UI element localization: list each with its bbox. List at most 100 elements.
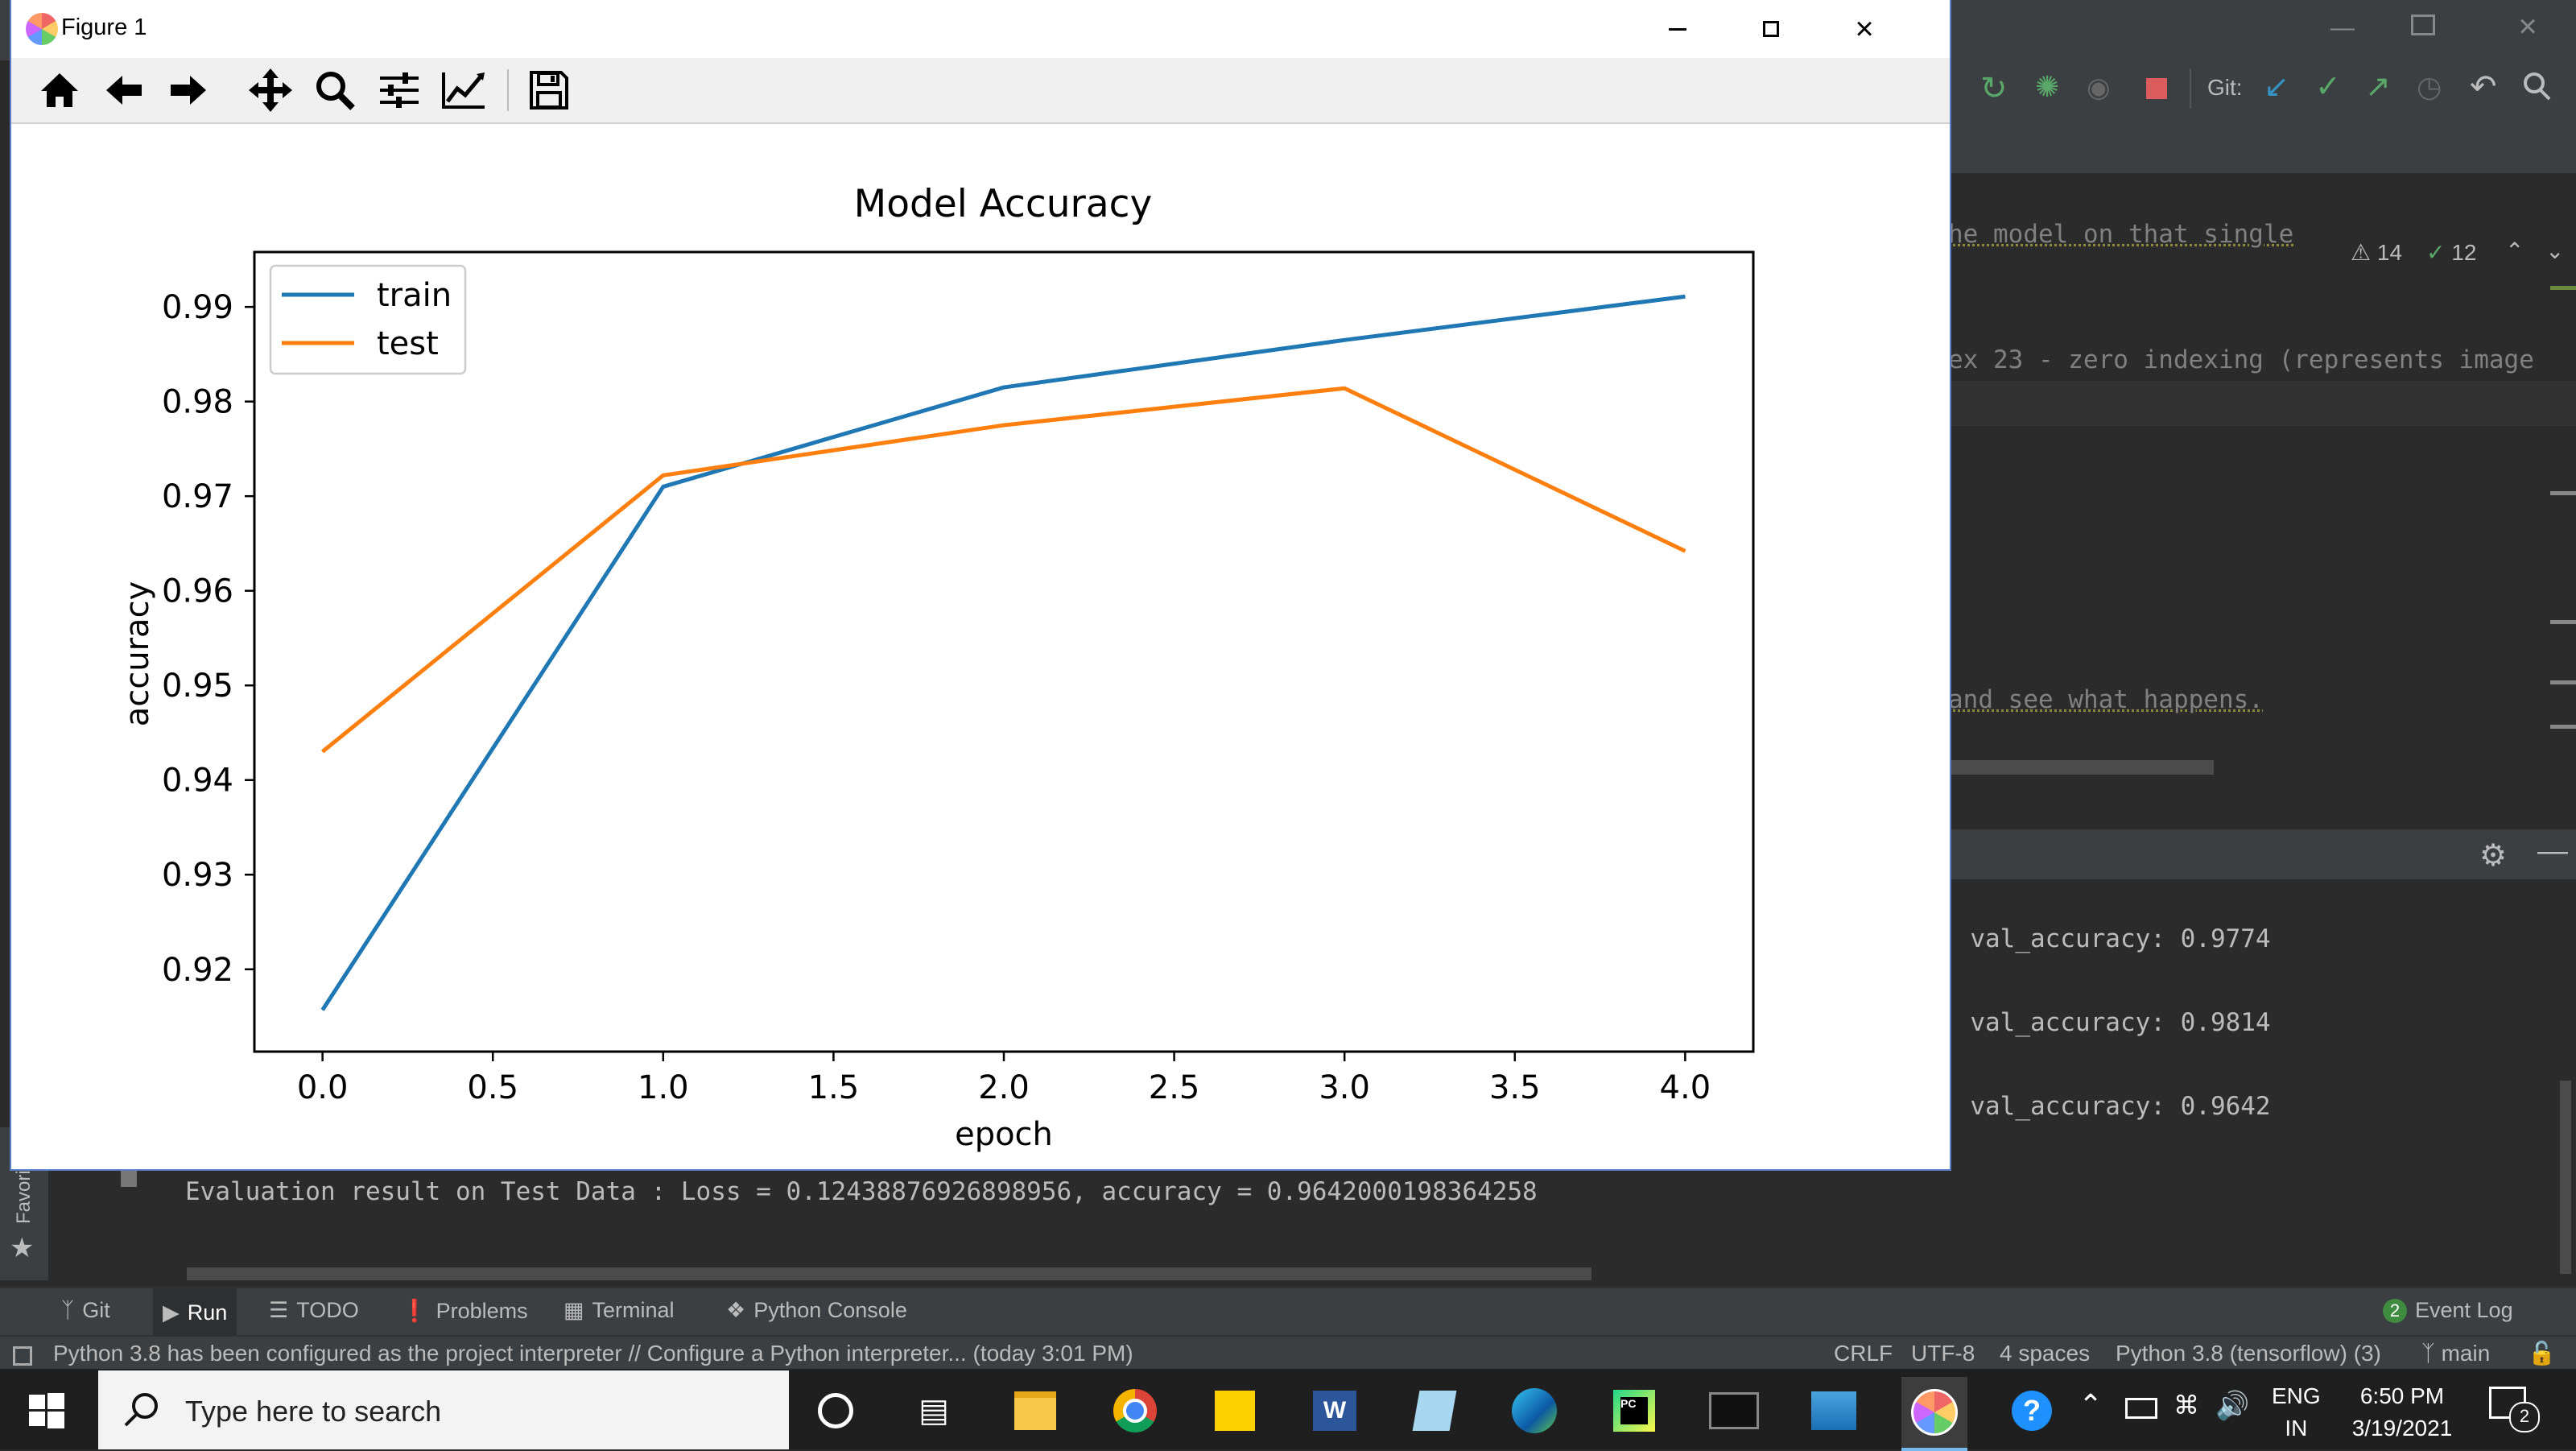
console-gutter-icon[interactable] bbox=[121, 1168, 137, 1187]
status-panel-icon[interactable] bbox=[13, 1346, 32, 1366]
save-icon[interactable] bbox=[523, 68, 575, 113]
edit-axis-icon[interactable] bbox=[438, 68, 489, 113]
x-axis-label: epoch bbox=[955, 1116, 1053, 1153]
tool-terminal[interactable]: ▦ Terminal bbox=[564, 1298, 675, 1323]
task-view-icon[interactable]: ▤ bbox=[919, 1393, 949, 1428]
git-commit-icon[interactable]: ✓ bbox=[2315, 70, 2341, 104]
model-accuracy-chart[interactable]: Model Accuracy epoch accuracy 0.0 0.5 1.0 1… bbox=[11, 122, 1950, 1168]
figure-toolbar bbox=[11, 58, 1950, 124]
back-arrow-icon[interactable] bbox=[98, 68, 150, 113]
windows-start-icon[interactable] bbox=[29, 1393, 64, 1428]
tool-window-bar: ᛉ Git ▶ Run ☰ TODO ❗ Problems ▦ Terminal ❖ Pyt… bbox=[0, 1287, 2576, 1337]
console-line: - val_accuracy: 0.9774 bbox=[1940, 924, 2271, 953]
favorites-label[interactable]: Favori bbox=[13, 1170, 35, 1224]
status-message[interactable]: Python 3.8 has been configured as the pr… bbox=[53, 1341, 1133, 1366]
figure-titlebar[interactable]: Figure 1 × bbox=[11, 0, 1950, 58]
data-point-test bbox=[1344, 387, 1345, 389]
terminal-app-icon[interactable] bbox=[1702, 1379, 1766, 1443]
rerun-icon[interactable]: ↻ bbox=[1980, 71, 2008, 106]
console-horizontal-scrollbar[interactable] bbox=[187, 1267, 1591, 1280]
console-vertical-scrollbar[interactable] bbox=[2560, 1081, 2571, 1274]
tool-python-console[interactable]: ❖ Python Console bbox=[726, 1298, 907, 1323]
photos-icon[interactable] bbox=[1802, 1379, 1866, 1443]
file-explorer-icon[interactable] bbox=[1003, 1379, 1067, 1443]
x-tick-label: 3.0 bbox=[1319, 1069, 1370, 1106]
home-icon[interactable] bbox=[34, 68, 85, 113]
editor-horizontal-scrollbar[interactable] bbox=[1948, 760, 2214, 775]
prev-highlight-icon[interactable]: ⌃ bbox=[2505, 238, 2524, 263]
clock[interactable]: 6:50 PM 3/19/2021 bbox=[2338, 1380, 2467, 1445]
data-point-test bbox=[1684, 550, 1686, 552]
notifications-icon[interactable]: 2 bbox=[2489, 1387, 2540, 1432]
configure-subplots-icon[interactable] bbox=[374, 68, 425, 113]
console-eval-line: Evaluation result on Test Data : Loss = … bbox=[185, 1177, 1538, 1206]
edge-icon[interactable] bbox=[1502, 1379, 1567, 1443]
maximize-icon[interactable] bbox=[1724, 0, 1818, 58]
editor-scroll-marker bbox=[2550, 725, 2576, 729]
battery-icon[interactable] bbox=[2125, 1398, 2157, 1419]
event-log-label: Event Log bbox=[2415, 1298, 2513, 1322]
current-line-highlight bbox=[1948, 381, 2576, 426]
cortana-icon[interactable] bbox=[803, 1379, 868, 1443]
taskbar-search-placeholder: Type here to search bbox=[185, 1395, 442, 1428]
tool-python-console-label: Python Console bbox=[753, 1298, 907, 1322]
status-interpreter[interactable]: Python 3.8 (tensorflow) (3) bbox=[2116, 1341, 2381, 1366]
chrome-icon[interactable] bbox=[1103, 1379, 1167, 1443]
ide-close-icon[interactable]: × bbox=[2518, 9, 2537, 44]
code-line: and see what happens. bbox=[1948, 685, 2264, 714]
sticky-notes-icon[interactable] bbox=[1203, 1379, 1267, 1443]
debug-bug-icon[interactable]: ✺ bbox=[2035, 70, 2060, 103]
event-log[interactable]: 2 Event Log bbox=[2383, 1298, 2513, 1323]
lock-icon[interactable]: 🔓 bbox=[2528, 1341, 2556, 1366]
legend-test-label: test bbox=[377, 325, 439, 362]
status-indent[interactable]: 4 spaces bbox=[2000, 1341, 2091, 1366]
tray-chevron-icon[interactable]: ⌃ bbox=[2079, 1388, 2103, 1421]
search-everywhere-icon[interactable] bbox=[2521, 68, 2553, 105]
status-line-separator[interactable]: CRLF bbox=[1834, 1341, 1893, 1366]
y-tick-label: 0.96 bbox=[162, 573, 233, 610]
x-tick-label: 3.5 bbox=[1489, 1069, 1541, 1106]
tool-run[interactable]: ▶ Run bbox=[153, 1288, 237, 1337]
notepad-icon[interactable] bbox=[1402, 1379, 1467, 1443]
word-icon[interactable]: W bbox=[1302, 1379, 1367, 1443]
x-tick-label: 0.5 bbox=[467, 1069, 518, 1106]
favorites-star-icon[interactable]: ★ bbox=[10, 1233, 35, 1263]
taskbar-search-box[interactable]: Type here to search bbox=[98, 1370, 789, 1449]
data-point-test bbox=[1003, 424, 1005, 426]
git-push-icon[interactable]: ↗ bbox=[2365, 70, 2391, 104]
coverage-icon[interactable]: ◉ bbox=[2087, 72, 2111, 103]
tool-todo[interactable]: ☰ TODO bbox=[269, 1298, 359, 1323]
run-hide-icon[interactable]: — bbox=[2537, 834, 2568, 868]
code-editor[interactable]: ⚠ 14 ✓ 12 ⌃ ⌄ he model on that single ex… bbox=[1948, 173, 2576, 833]
ide-restore-icon[interactable] bbox=[2411, 14, 2435, 35]
matplotlib-figure-taskbar-icon[interactable] bbox=[1901, 1377, 1967, 1451]
tool-problems[interactable]: ❗ Problems bbox=[401, 1298, 528, 1324]
tool-git[interactable]: ᛉ Git bbox=[61, 1298, 110, 1323]
pan-move-icon[interactable] bbox=[245, 68, 296, 113]
pycharm-icon[interactable]: PC bbox=[1602, 1379, 1666, 1443]
git-update-icon[interactable]: ↙ bbox=[2264, 70, 2289, 104]
status-branch[interactable]: ᛉ main bbox=[2421, 1341, 2491, 1366]
wifi-icon[interactable]: ⌘ bbox=[2174, 1391, 2199, 1420]
volume-icon[interactable]: 🔊 bbox=[2215, 1391, 2250, 1421]
help-icon[interactable]: ? bbox=[2000, 1379, 2064, 1443]
ide-minimize-icon[interactable]: — bbox=[2330, 14, 2355, 41]
status-branch-label: main bbox=[2441, 1341, 2491, 1366]
next-highlight-icon[interactable]: ⌄ bbox=[2545, 238, 2565, 263]
forward-arrow-icon[interactable] bbox=[163, 68, 214, 113]
git-history-icon[interactable]: ◷ bbox=[2417, 70, 2442, 103]
status-encoding[interactable]: UTF-8 bbox=[1911, 1341, 1975, 1366]
x-tick-label: 4.0 bbox=[1660, 1069, 1711, 1106]
editor-ok-icon[interactable]: ✓ 12 bbox=[2426, 240, 2477, 265]
language-indicator[interactable]: ENG IN bbox=[2272, 1380, 2321, 1445]
git-rollback-icon[interactable]: ↶ bbox=[2470, 69, 2497, 105]
editor-warnings-icon[interactable]: ⚠ 14 bbox=[2351, 240, 2403, 265]
editor-scroll-marker bbox=[2550, 286, 2576, 290]
stop-icon[interactable] bbox=[2146, 78, 2167, 99]
zoom-magnifier-icon[interactable] bbox=[309, 68, 361, 113]
tool-terminal-label: Terminal bbox=[592, 1298, 675, 1322]
terminal-icon: ▦ bbox=[564, 1298, 584, 1322]
minimize-icon[interactable] bbox=[1631, 0, 1724, 58]
close-icon[interactable]: × bbox=[1855, 10, 1874, 47]
run-settings-gear-icon[interactable]: ⚙ bbox=[2479, 839, 2508, 873]
